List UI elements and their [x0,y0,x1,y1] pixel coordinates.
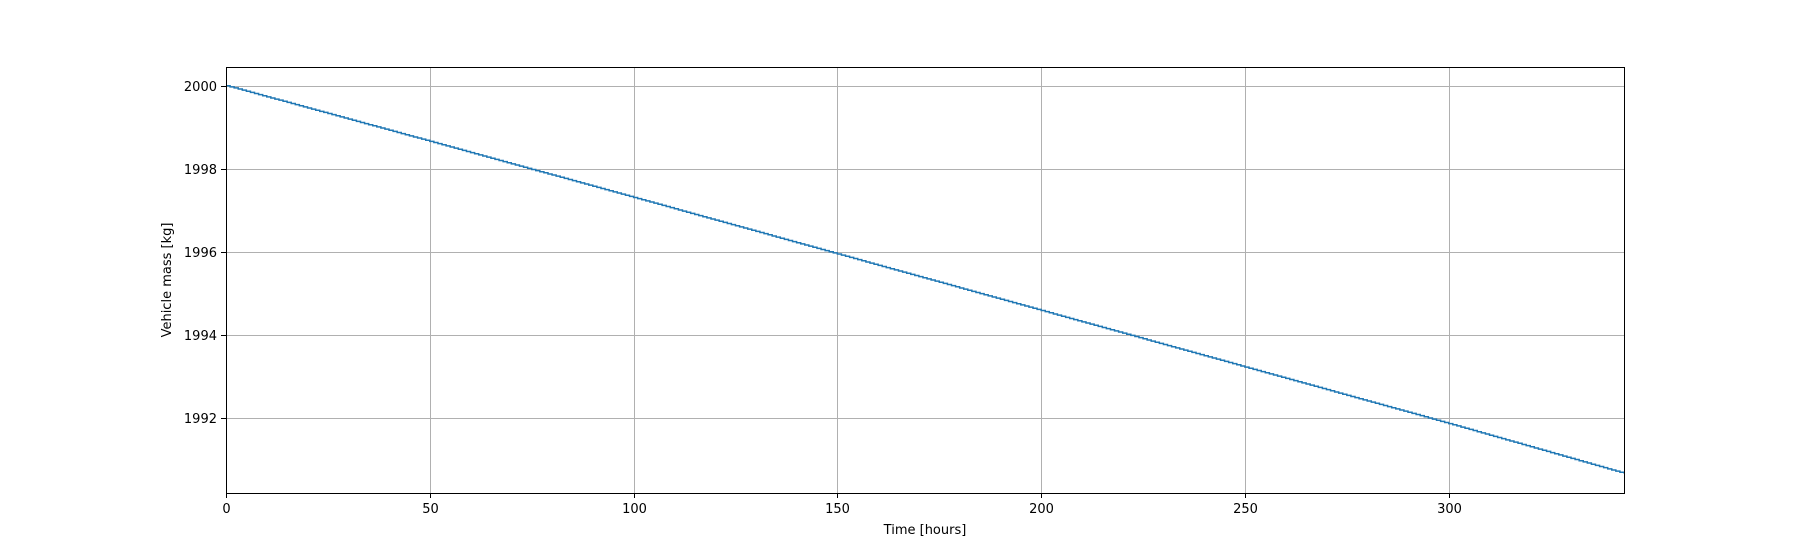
x-tick-label: 250 [1233,502,1258,517]
y-tick-label: 1994 [184,329,217,344]
x-tick-label: 200 [1029,502,1054,517]
x-tick-label: 150 [825,502,850,517]
x-axis-label: Time [hours] [883,523,967,538]
x-tick-label: 50 [422,502,439,517]
grid [226,67,1624,493]
x-tick-label: 0 [222,502,230,517]
y-tick-label: 1992 [184,412,217,427]
y-tick-label: 2000 [184,80,217,95]
y-tick-label: 1998 [184,163,217,178]
y-axis: 1992 1994 1996 1998 2000 [184,80,226,427]
y-tick-label: 1996 [184,246,217,261]
x-tick-label: 300 [1437,502,1462,517]
x-tick-label: 100 [622,502,647,517]
series-layer [226,84,1625,474]
x-axis: 0 50 100 150 200 250 300 [222,493,1462,517]
plot-frame [226,67,1625,494]
y-axis-label: Vehicle mass [kg] [160,223,175,338]
mass-series-line [226,84,1625,474]
